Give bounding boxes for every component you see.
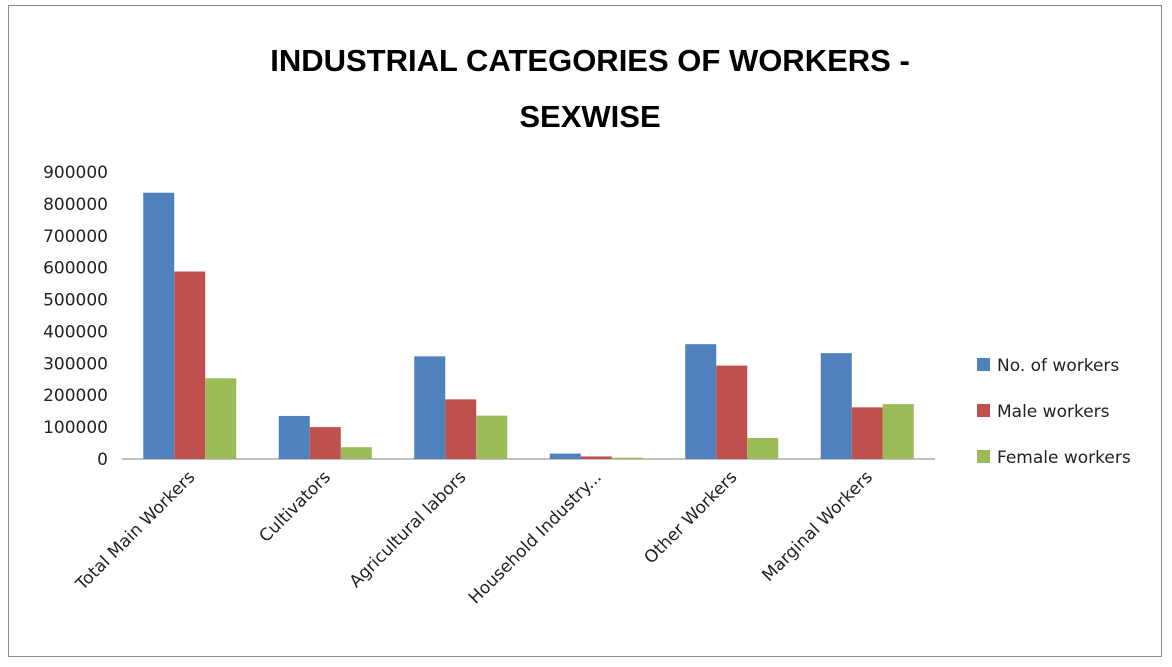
x-axis-category-labels: Total Main Workers Cultivators Agricultura… (71, 467, 876, 608)
y-tick-label: 900000 (43, 163, 108, 183)
y-tick-label: 500000 (43, 291, 108, 311)
bar-no-of-workers-1 (278, 415, 310, 459)
y-tick-label: 600000 (43, 259, 108, 279)
y-tick-label: 200000 (43, 386, 108, 406)
bar-female-workers-5 (882, 404, 914, 459)
bar-female-workers-3 (611, 457, 643, 459)
x-category-label: Marginal Workers (758, 467, 876, 585)
legend-swatch (977, 404, 990, 417)
bar-no-of-workers-3 (549, 453, 581, 459)
y-tick-label: 400000 (43, 322, 108, 342)
x-category-label: Agricultural labors (346, 467, 471, 592)
bar-no-of-workers-0 (143, 192, 175, 459)
y-tick-label: 800000 (43, 195, 108, 215)
y-axis-ticks: 0 100000 200000 300000 400000 500000 600000 700… (43, 163, 108, 470)
bar-male-workers-3 (580, 456, 612, 459)
legend-swatch (977, 450, 990, 463)
y-tick-label: 700000 (43, 227, 108, 247)
y-tick-label: 0 (97, 450, 108, 470)
bar-female-workers-1 (340, 447, 372, 459)
bar-female-workers-2 (476, 415, 508, 459)
legend-swatch (977, 358, 990, 371)
chart-title-line-1: INDUSTRIAL CATEGORIES OF WORKERS - (270, 43, 910, 78)
bar-female-workers-0 (205, 378, 237, 459)
bar-male-workers-2 (445, 399, 477, 459)
x-category-label: Household Industry... (465, 467, 606, 608)
bar-male-workers-5 (851, 407, 883, 459)
legend: No. of workers Male workers Female workers (977, 356, 1131, 468)
bar-no-of-workers-4 (685, 344, 717, 459)
legend-label: Male workers (997, 402, 1110, 422)
chart-title-line-2: SEXWISE (519, 99, 660, 134)
bar-male-workers-4 (716, 365, 748, 459)
x-category-label: Total Main Workers (71, 467, 199, 595)
y-tick-label: 300000 (43, 354, 108, 374)
bar-female-workers-4 (747, 437, 779, 459)
bars (143, 192, 914, 459)
legend-label: Female workers (997, 448, 1131, 468)
bar-male-workers-1 (309, 427, 341, 459)
bar-no-of-workers-2 (414, 356, 446, 459)
y-tick-label: 100000 (43, 418, 108, 438)
x-category-label: Cultivators (255, 467, 334, 546)
bar-no-of-workers-5 (820, 353, 852, 459)
legend-label: No. of workers (997, 356, 1119, 376)
bar-male-workers-0 (174, 271, 206, 459)
x-category-label: Other Workers (641, 467, 742, 568)
